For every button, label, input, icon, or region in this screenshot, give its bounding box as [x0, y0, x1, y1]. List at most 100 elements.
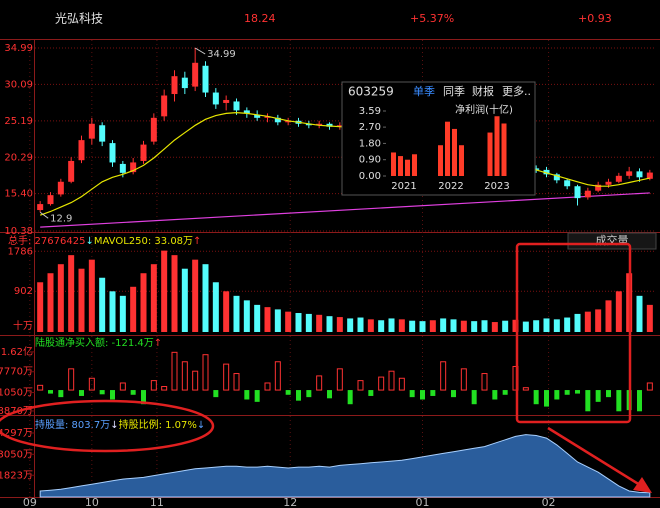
- y-tick-label: 20.29: [4, 152, 33, 163]
- profit-bar: [487, 132, 493, 176]
- volume-bar: [533, 320, 540, 332]
- volume-bar: [254, 304, 261, 332]
- flow-bar: [119, 382, 126, 391]
- y-tick-label: 4297万: [0, 428, 33, 439]
- panel-legend: 持股量: 803.7万↓持股比例: 1.07%↓: [35, 418, 205, 431]
- tab[interactable]: 更多..: [502, 84, 531, 98]
- candle-body: [243, 110, 250, 114]
- candle-body: [264, 116, 271, 118]
- tab[interactable]: 财报: [472, 84, 494, 98]
- x-tick-label: 10: [85, 496, 99, 508]
- flow-bar: [171, 351, 178, 391]
- candle-body: [605, 181, 612, 185]
- flow-bar: [420, 390, 425, 400]
- price-panel: 34.99 30.09 25.19 20.29 15.40 10.38 34.99 12.9: [4, 43, 655, 237]
- flow-bar: [264, 382, 271, 391]
- candle-body: [161, 95, 168, 117]
- volume-bar: [636, 295, 643, 332]
- candle-body: [181, 77, 188, 89]
- volume-bar: [419, 321, 426, 332]
- candle-body: [109, 143, 116, 163]
- flow-bar: [492, 390, 498, 400]
- candle-body: [192, 62, 199, 87]
- volume-bar: [398, 319, 405, 332]
- x-tick-label: 2022: [438, 181, 463, 192]
- volume-bar: [615, 291, 622, 332]
- volume-bar: [471, 321, 478, 332]
- y-tick-label: 2.70: [359, 122, 381, 133]
- profit-bar: [445, 121, 450, 176]
- candle-body: [574, 186, 581, 199]
- candle-body: [636, 171, 643, 178]
- flow-bar: [398, 377, 405, 391]
- y-tick-label: 7770万: [0, 367, 33, 378]
- panel-legend: 陆股通净买入额: -121.4万↑: [35, 336, 162, 349]
- volume-bar: [584, 311, 591, 332]
- flow-bar: [533, 390, 539, 405]
- volume-bar: [223, 291, 230, 332]
- flow-bar: [646, 382, 653, 391]
- flow-bar: [79, 390, 84, 396]
- volume-bar: [47, 273, 54, 332]
- flow-bar: [595, 390, 601, 402]
- legend-arrow: ↓: [110, 420, 118, 431]
- volume-bar: [481, 320, 488, 332]
- profit-bar: [501, 123, 507, 176]
- flow-bar: [451, 390, 456, 398]
- stock-code: 603259: [348, 85, 394, 99]
- volume-bar: [574, 313, 581, 332]
- x-tick-label: 09: [23, 496, 37, 508]
- panel-legend: 总手: 27676425↓MAVOL250: 33.08万↑: [8, 234, 201, 247]
- profit-bar: [391, 152, 396, 176]
- volume-bar: [161, 250, 168, 332]
- y-tick-label: 1823万: [0, 470, 33, 481]
- profit-bar: [412, 154, 417, 176]
- volume-bar: [264, 307, 271, 332]
- candle-body: [543, 169, 550, 175]
- volume-bar: [109, 291, 116, 332]
- ma250-line: [40, 192, 650, 228]
- flow-bar: [58, 390, 64, 398]
- volume-bar: [512, 319, 519, 332]
- candle-body: [553, 174, 560, 181]
- candle-body: [47, 195, 54, 205]
- flow-bar: [181, 361, 188, 391]
- volume-bar: [316, 314, 323, 332]
- y-tick-label: 10.38: [4, 226, 33, 237]
- y-tick-label: 0.00: [359, 171, 381, 182]
- tab[interactable]: 单季: [413, 85, 435, 98]
- change: +0.93: [578, 12, 612, 25]
- volume-bar: [171, 255, 178, 332]
- flow-bar: [296, 390, 301, 401]
- flow-bar: [575, 390, 580, 394]
- flow-bar: [233, 373, 240, 391]
- flow-bar: [274, 361, 281, 391]
- flow-bar: [388, 370, 395, 391]
- candle-body: [223, 99, 230, 103]
- volume-bar: [68, 255, 75, 332]
- volume-bar: [347, 318, 354, 332]
- profit-bar: [398, 156, 403, 176]
- volume-bar: [336, 317, 343, 332]
- flow-bar: [606, 390, 611, 398]
- annotations: [0, 242, 652, 493]
- low-label: 12.9: [50, 213, 72, 224]
- profit-bar: [494, 116, 500, 176]
- y-tick-label: 34.99: [4, 43, 33, 54]
- candle-body: [285, 120, 292, 123]
- legend-text: 持股量: 803.7万: [35, 418, 110, 431]
- flow-bar: [88, 377, 95, 391]
- holding-area: [39, 434, 651, 498]
- volume-panel: 成交量 总手: 27676425↓MAVOL250: 33.08万↑ 十万 17…: [8, 232, 657, 332]
- tab[interactable]: 同季: [443, 85, 465, 98]
- legend-text: 持股比例: 1.07%: [119, 418, 197, 431]
- volume-bar: [305, 313, 312, 332]
- flow-bar: [285, 390, 291, 395]
- candle-body: [615, 175, 622, 182]
- flow-bar: [378, 376, 385, 391]
- volume-bar: [326, 316, 333, 332]
- flow-bar: [99, 390, 105, 395]
- candle-body: [646, 172, 653, 179]
